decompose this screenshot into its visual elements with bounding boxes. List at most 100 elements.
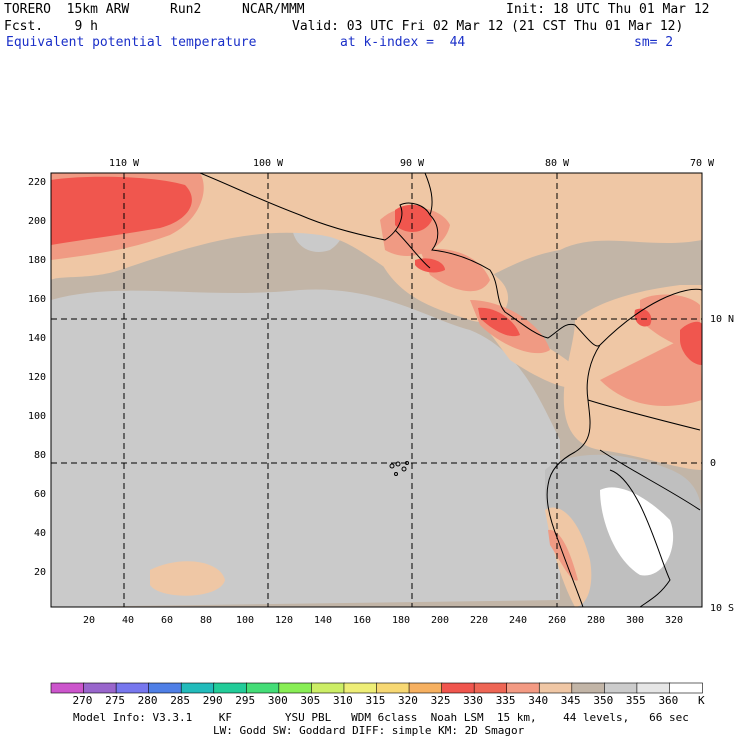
forecast-hour: Fcst. 9 h bbox=[4, 19, 98, 34]
peru-coast-mid bbox=[548, 529, 578, 581]
graticule bbox=[51, 173, 702, 607]
andes-white bbox=[600, 487, 674, 576]
colorbar-swatch bbox=[343, 682, 378, 694]
colorbar-swatch bbox=[115, 682, 150, 694]
colorbar-label: 290 bbox=[202, 694, 223, 707]
model-info: Model Info: V3.3.1 KF YSU PBL WDM 6class… bbox=[73, 711, 689, 724]
x-tick: 80 bbox=[200, 615, 212, 626]
y-tick: 160 bbox=[28, 294, 46, 305]
colorbar-swatch bbox=[376, 682, 410, 694]
colorbar-swatch bbox=[246, 682, 280, 694]
lon-label: 110 W bbox=[109, 158, 140, 169]
colorbar-label: 280 bbox=[137, 694, 158, 707]
model-title: TORERO 15km ARW bbox=[4, 2, 130, 17]
colorbar-label: 320 bbox=[398, 694, 418, 707]
colorbar-swatch bbox=[278, 682, 313, 694]
colorbar-label: 355 bbox=[625, 694, 646, 707]
colorbar-label: 335 bbox=[495, 694, 516, 707]
y-tick: 80 bbox=[34, 450, 46, 461]
warm-north-sa bbox=[600, 330, 702, 406]
x-tick: 320 bbox=[665, 615, 683, 626]
x-tick: 120 bbox=[275, 615, 293, 626]
lon-label: 90 W bbox=[400, 158, 425, 169]
y-axis-ticks: 220 200 180 160 140 120 100 80 60 40 20 bbox=[28, 177, 46, 578]
x-tick: 60 bbox=[161, 615, 173, 626]
y-tick: 140 bbox=[28, 333, 46, 344]
colorbar-swatch bbox=[636, 682, 671, 694]
lon-label: 70 W bbox=[690, 158, 715, 169]
colorbar-swatch bbox=[408, 682, 443, 694]
colorbar-swatch bbox=[538, 682, 573, 694]
map-frame bbox=[50, 172, 703, 608]
colorbar-label: 345 bbox=[560, 694, 581, 707]
x-tick: 260 bbox=[548, 615, 566, 626]
y-tick: 180 bbox=[28, 255, 46, 266]
org-label: NCAR/MMM bbox=[242, 2, 305, 17]
lat-labels: 10 N 0 10 S bbox=[710, 314, 734, 614]
x-tick: 20 bbox=[83, 615, 95, 626]
colorbar-label: 285 bbox=[170, 694, 191, 707]
gray-ocean-region bbox=[51, 289, 560, 607]
x-tick: 160 bbox=[353, 615, 371, 626]
colorbar-label: 350 bbox=[593, 694, 614, 707]
run-label: Run2 bbox=[170, 2, 202, 17]
y-tick: 100 bbox=[28, 411, 46, 422]
x-tick: 220 bbox=[470, 615, 488, 626]
y-tick: 120 bbox=[28, 372, 46, 383]
colorbar-swatch bbox=[180, 682, 215, 694]
colorbar-label: 275 bbox=[105, 694, 125, 707]
colorbar-swatch bbox=[50, 682, 85, 694]
colorbar-swatch bbox=[571, 682, 606, 694]
colorbar-label: 340 bbox=[528, 694, 549, 707]
colorbar-label: 315 bbox=[365, 694, 386, 707]
colorbar-label: 360 bbox=[658, 694, 679, 707]
x-tick: 280 bbox=[587, 615, 605, 626]
colorbar-label: 305 bbox=[300, 694, 321, 707]
init-time: Init: 18 UTC Thu 01 Mar 12 bbox=[506, 2, 710, 17]
smooth-label: sm= 2 bbox=[634, 35, 674, 50]
colorbar bbox=[50, 682, 703, 694]
warm-south-blob bbox=[150, 561, 225, 596]
lon-label: 100 W bbox=[253, 158, 284, 169]
x-axis-ticks: 20 40 60 80 100 120 140 160 180 200 220 … bbox=[83, 615, 683, 626]
warm-north-band bbox=[51, 173, 702, 292]
colorbar-unit: K bbox=[698, 694, 705, 707]
x-tick: 180 bbox=[392, 615, 410, 626]
guatemala-warm-mid bbox=[420, 248, 490, 292]
colorbar-swatch bbox=[213, 682, 248, 694]
hot-mexico bbox=[395, 204, 432, 232]
hot-venezuela bbox=[680, 321, 702, 365]
colorbar-swatch bbox=[148, 682, 182, 694]
level-label: at k-index = 44 bbox=[340, 35, 466, 50]
valid-time: Valid: 03 UTC Fri 02 Mar 12 (21 CST Thu … bbox=[292, 19, 684, 34]
lon-labels: 110 W 100 W 90 W 80 W 70 W bbox=[109, 158, 715, 169]
y-tick: 220 bbox=[28, 177, 46, 188]
physics-info: LW: Godd SW: Goddard DIFF: simple KM: 2D… bbox=[213, 724, 525, 737]
y-tick: 40 bbox=[34, 528, 46, 539]
colorbar-swatch bbox=[311, 682, 345, 694]
colorbar-swatch bbox=[473, 682, 508, 694]
colorbar-swatch bbox=[669, 682, 703, 694]
x-tick: 300 bbox=[626, 615, 644, 626]
x-tick: 240 bbox=[509, 615, 527, 626]
colorbar-label: 300 bbox=[267, 694, 288, 707]
lat-label: 10 S bbox=[710, 603, 734, 614]
x-tick: 200 bbox=[431, 615, 449, 626]
field-name: Equivalent potential temperature bbox=[6, 35, 257, 50]
y-tick: 60 bbox=[34, 489, 46, 500]
lon-label: 80 W bbox=[545, 158, 570, 169]
colorbar-label: 325 bbox=[430, 694, 451, 707]
x-tick: 140 bbox=[314, 615, 332, 626]
lat-label: 10 N bbox=[710, 314, 734, 325]
colorbar-label: 270 bbox=[72, 694, 93, 707]
colorbar-label: 310 bbox=[332, 694, 353, 707]
hot-northwest bbox=[51, 176, 192, 245]
y-tick: 20 bbox=[34, 567, 46, 578]
colorbar-swatch bbox=[441, 682, 475, 694]
colorbar-swatch bbox=[604, 682, 638, 694]
colorbar-label: 330 bbox=[463, 694, 484, 707]
lat-label: 0 bbox=[710, 458, 716, 469]
hot-costa-rica bbox=[478, 307, 520, 337]
colorbar-swatch bbox=[506, 682, 541, 694]
